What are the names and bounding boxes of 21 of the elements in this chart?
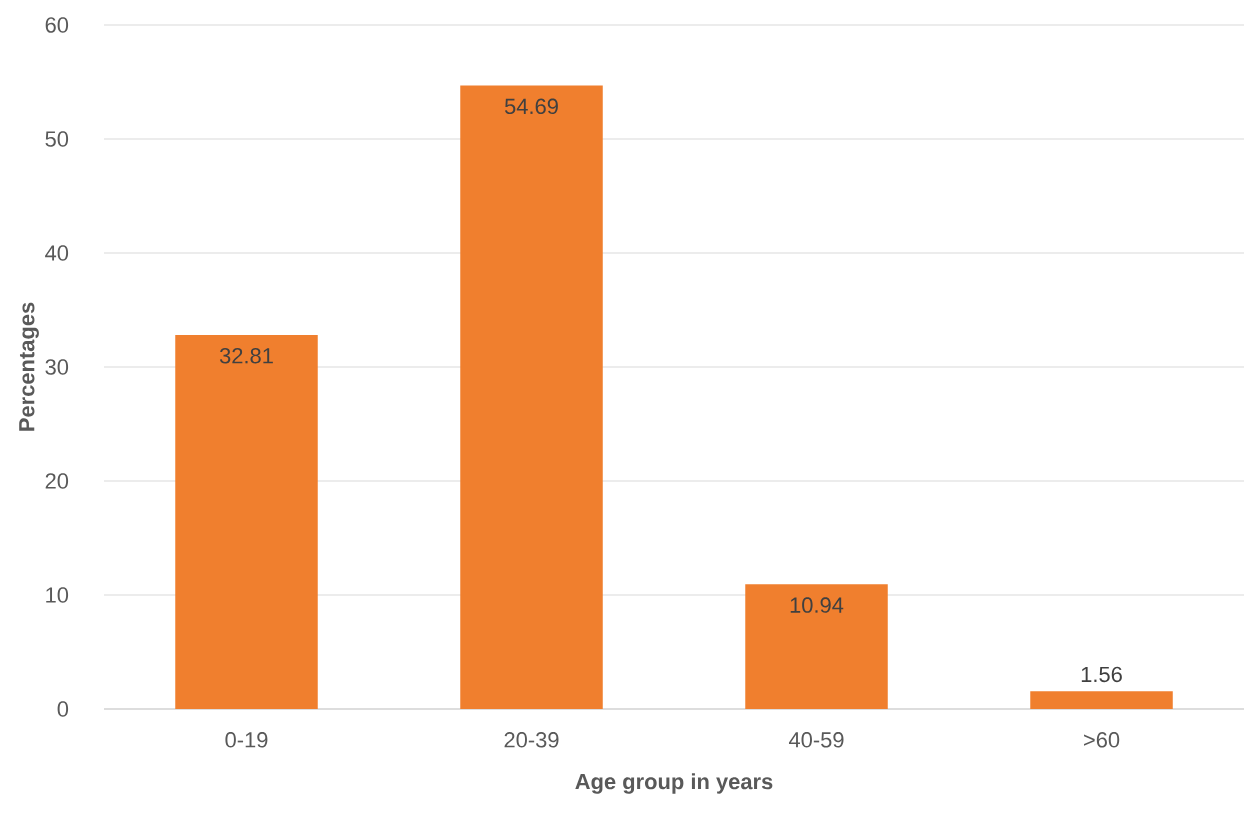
bar	[175, 334, 318, 709]
y-tick-label: 20	[45, 473, 69, 489]
y-tick-label: 40	[45, 245, 69, 261]
data-label: 10.94	[790, 597, 844, 613]
y-tick-label: 30	[45, 359, 69, 375]
data-label: 54.69	[504, 98, 558, 115]
bar	[460, 85, 603, 709]
y-axis-title: Percentages	[19, 302, 39, 431]
y-tick-label: 10	[46, 587, 69, 603]
x-axis-title: Age group in years	[575, 773, 773, 794]
x-tick-label: >60	[1084, 732, 1120, 748]
y-tick-label: 60	[45, 17, 69, 33]
data-label: 32.81	[219, 348, 273, 364]
x-tick-label: 40-59	[788, 732, 844, 748]
y-tick-label: 50	[45, 131, 69, 147]
y-tick-label: 0	[57, 701, 69, 717]
x-tick-label: 20-39	[504, 732, 559, 748]
bar	[745, 584, 888, 709]
data-label: 1.56	[1081, 666, 1122, 683]
x-tick-label: 0-19	[225, 732, 268, 748]
bar	[1030, 691, 1173, 709]
